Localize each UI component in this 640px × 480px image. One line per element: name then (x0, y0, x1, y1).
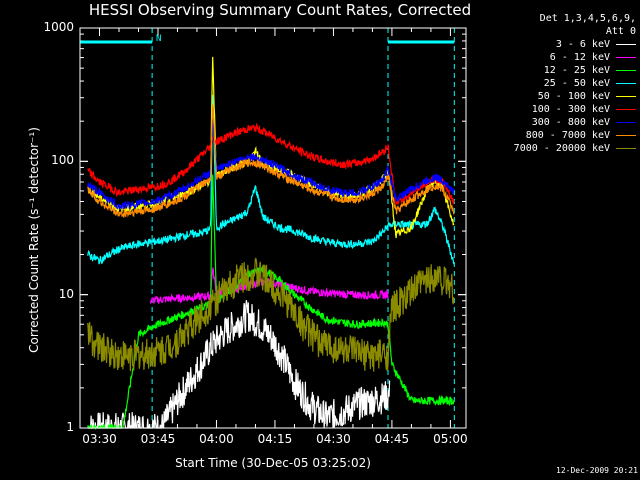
legend-item: 25 - 50 keV (480, 77, 636, 90)
legend-label: 300 - 800 keV (531, 117, 610, 128)
y-tick-label: 1000 (43, 20, 74, 34)
legend-label: 7000 - 20000 keV (513, 143, 610, 154)
legend-item: 300 - 800 keV (480, 116, 636, 129)
series-0 (87, 300, 391, 429)
legend-swatch (616, 95, 636, 98)
legend-item: 12 - 25 keV (480, 64, 636, 77)
legend-item: 3 - 6 keV (480, 38, 636, 51)
legend-header-line-2: Att 0 (605, 26, 636, 37)
series-6 (87, 115, 455, 211)
series-line (87, 94, 455, 265)
series-7 (87, 97, 455, 218)
y-tick-label: 1 (66, 420, 74, 434)
legend-swatch (616, 147, 636, 150)
legend-swatch (616, 69, 636, 72)
plot-frame (79, 27, 467, 429)
legend-item: 100 - 300 keV (480, 103, 636, 116)
legend: Det 1,3,4,5,6,9, Att 0 3 - 6 keV 6 - 12 k… (480, 12, 636, 155)
series-1 (149, 266, 389, 305)
legend-label: 25 - 50 keV (543, 78, 610, 89)
legend-item: 50 - 100 keV (480, 90, 636, 103)
series-line (87, 300, 391, 429)
timestamp: 12-Dec-2009 20:21 (556, 466, 638, 475)
series-line (87, 118, 455, 211)
series-line (87, 122, 455, 205)
legend-item: 6 - 12 keV (480, 51, 636, 64)
x-tick-label: 05:00 (433, 432, 468, 446)
legend-swatch (616, 134, 636, 137)
legend-label: 12 - 25 keV (543, 65, 610, 76)
legend-header-line-1: Det 1,3,4,5,6,9, (539, 13, 636, 24)
chart-title: HESSI Observing Summary Count Rates, Cor… (88, 1, 472, 19)
legend-item: 7000 - 20000 keV (480, 142, 636, 155)
series-8 (87, 257, 455, 372)
series-3 (87, 90, 455, 265)
legend-swatch (616, 43, 636, 46)
legend-swatch (616, 121, 636, 124)
y-tick-label: 10 (58, 286, 74, 301)
x-tick-label: 03:30 (82, 432, 117, 446)
series-line (87, 257, 455, 372)
series-line (87, 56, 455, 239)
legend-label: 50 - 100 keV (537, 91, 610, 102)
x-tick-label: 04:00 (199, 432, 234, 446)
legend-swatch (616, 56, 636, 59)
x-axis-label: Start Time (30-Dec-05 03:25:02) (175, 456, 371, 470)
x-tick-label: 04:45 (374, 432, 410, 446)
y-tick-label: 100 (51, 153, 74, 168)
legend-swatch (616, 82, 636, 85)
legend-swatch (616, 108, 636, 111)
series-layer (87, 55, 455, 431)
vertical-markers (80, 28, 455, 428)
legend-item: 800 - 7000 keV (480, 129, 636, 142)
legend-rows: 3 - 6 keV 6 - 12 keV 12 - 25 keV 25 - 50 ke… (480, 38, 636, 155)
legend-header: Det 1,3,4,5,6,9, Att 0 (480, 12, 636, 38)
legend-label: 6 - 12 keV (549, 52, 610, 63)
x-tick-label: 04:30 (316, 432, 351, 446)
x-tick-label: 03:45 (140, 432, 176, 446)
series-line (87, 104, 455, 218)
x-tick-label: 04:15 (257, 432, 293, 446)
legend-label: 800 - 7000 keV (525, 130, 610, 141)
legend-label: 100 - 300 keV (531, 104, 610, 115)
legend-label: 3 - 6 keV (555, 39, 610, 50)
annotation-n: N (156, 34, 162, 44)
series-line (149, 266, 389, 305)
